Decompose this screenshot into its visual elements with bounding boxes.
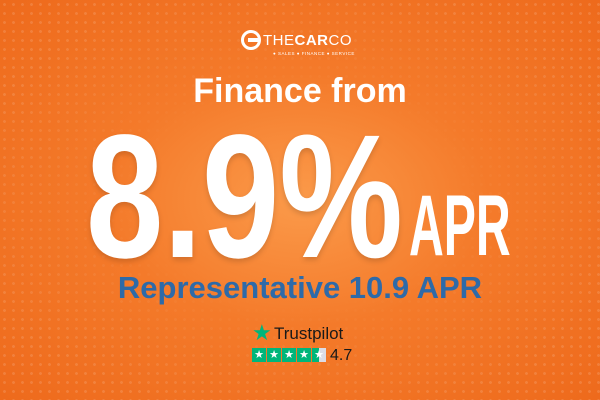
trustpilot-badge: ★ Trustpilot ★ ★ ★ ★ ★ 4.7 <box>252 322 362 368</box>
half-star-icon: ★ <box>312 348 326 362</box>
logo-name: THECARCO <box>263 32 352 49</box>
star-icon: ★ <box>297 348 311 362</box>
trustpilot-name: Trustpilot <box>274 324 344 343</box>
star-icon: ★ <box>282 348 296 362</box>
representative-apr: Representative 10.9 APR <box>117 270 483 305</box>
logo-name-co: CO <box>328 32 352 49</box>
rate-value: 8.9% <box>86 99 403 295</box>
headline: Finance from <box>193 72 407 110</box>
star-icon: ★ <box>267 348 281 362</box>
brand-logo: THECARCO ● SALES ● FINANCE ● SERVICE <box>241 30 361 58</box>
logo-name-car: CAR <box>294 32 329 49</box>
trustpilot-star-icon: ★ <box>252 320 272 345</box>
rate-suffix: APR <box>409 178 511 274</box>
trustpilot-score: 4.7 <box>330 347 353 364</box>
logo-mark-icon <box>241 30 261 50</box>
star-icon: ★ <box>252 348 266 362</box>
logo-tagline: ● SALES ● FINANCE ● SERVICE <box>273 51 355 56</box>
logo-name-the: THE <box>263 32 295 49</box>
rating-stars: ★ ★ ★ ★ ★ <box>252 348 326 362</box>
